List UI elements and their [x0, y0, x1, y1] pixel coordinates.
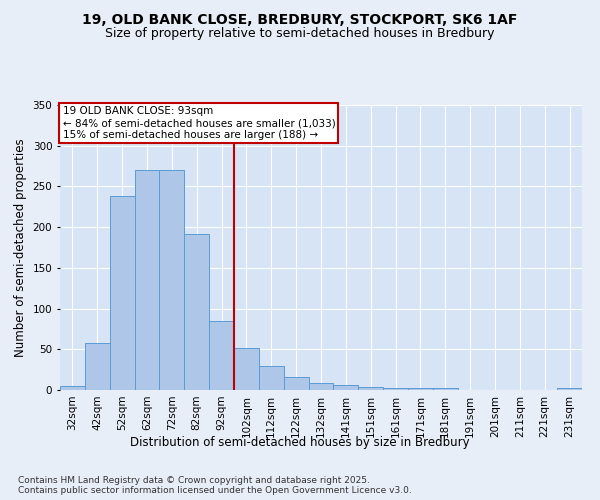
Bar [308, 384, 334, 390]
Bar [85, 343, 110, 390]
Text: Distribution of semi-detached houses by size in Bredbury: Distribution of semi-detached houses by … [130, 436, 470, 449]
Bar [234, 348, 259, 390]
Text: 19, OLD BANK CLOSE, BREDBURY, STOCKPORT, SK6 1AF: 19, OLD BANK CLOSE, BREDBURY, STOCKPORT,… [82, 12, 518, 26]
Bar [209, 321, 234, 390]
Bar [160, 170, 184, 390]
Text: Contains HM Land Registry data © Crown copyright and database right 2025.
Contai: Contains HM Land Registry data © Crown c… [18, 476, 412, 495]
Text: Size of property relative to semi-detached houses in Bredbury: Size of property relative to semi-detach… [105, 28, 495, 40]
Bar [334, 385, 358, 390]
Bar [408, 388, 433, 390]
Y-axis label: Number of semi-detached properties: Number of semi-detached properties [14, 138, 27, 357]
Bar [358, 386, 383, 390]
Bar [134, 170, 160, 390]
Bar [184, 234, 209, 390]
Bar [383, 388, 408, 390]
Bar [557, 388, 582, 390]
Bar [433, 388, 458, 390]
Bar [60, 386, 85, 390]
Text: 19 OLD BANK CLOSE: 93sqm
← 84% of semi-detached houses are smaller (1,033)
15% o: 19 OLD BANK CLOSE: 93sqm ← 84% of semi-d… [62, 106, 335, 140]
Bar [110, 196, 134, 390]
Bar [259, 366, 284, 390]
Bar [284, 377, 308, 390]
